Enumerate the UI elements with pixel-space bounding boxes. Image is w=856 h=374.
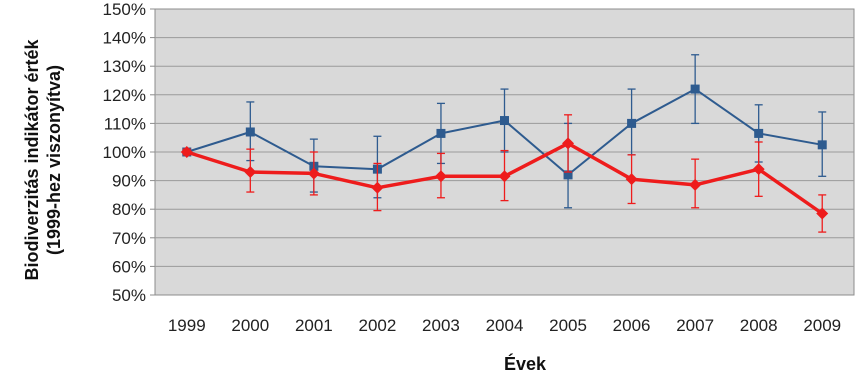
series-1-point <box>500 116 509 126</box>
x-tick-label: 2007 <box>676 316 714 335</box>
x-tick-label: 2000 <box>231 316 269 335</box>
x-tick-label: 2009 <box>803 316 841 335</box>
x-tick-label: 2005 <box>549 316 587 335</box>
x-tick-label: 2004 <box>486 316 524 335</box>
series-1-point <box>754 128 764 138</box>
y-tick-label: 110% <box>104 114 146 133</box>
x-tick-label: 1999 <box>168 316 206 335</box>
x-tick-label: 2003 <box>422 316 460 335</box>
series-1-point <box>627 118 637 128</box>
y-tick-label: 70% <box>112 229 146 248</box>
y-tick-label: 140% <box>103 29 146 48</box>
series-1-point <box>817 140 827 150</box>
series-1-point <box>563 170 573 180</box>
series-1-point <box>436 128 446 138</box>
x-tick-label: 2001 <box>295 316 333 335</box>
y-tick-label: 100% <box>103 143 146 162</box>
x-tick-label: 2006 <box>613 316 651 335</box>
series-2-point <box>625 173 638 186</box>
y-tick-label: 130% <box>103 57 146 76</box>
series-2-point <box>307 167 320 180</box>
series-2-point <box>562 137 575 150</box>
y-tick-label: 120% <box>103 86 146 105</box>
y-tick-label: 50% <box>112 286 146 305</box>
y-axis-title-line2: (1999-hez viszonyítva) <box>44 65 64 255</box>
y-tick-label: 150% <box>103 0 146 19</box>
y-tick-label: 60% <box>112 257 146 276</box>
series-2-point <box>816 207 829 220</box>
y-tick-label: 80% <box>112 200 146 219</box>
series-1-point <box>690 84 700 94</box>
series-2-point <box>371 181 384 194</box>
y-tick-label: 90% <box>112 172 146 191</box>
series-2-point <box>180 146 193 158</box>
series-2-point <box>244 166 257 179</box>
y-axis-title-line1: Biodiverzitás indikátor érték <box>22 38 42 280</box>
series-2-point <box>689 178 702 191</box>
x-tick-label: 2002 <box>358 316 396 335</box>
series-2-point <box>752 163 765 176</box>
series-1-point <box>245 127 255 137</box>
x-tick-label: 2008 <box>740 316 778 335</box>
series-2-point <box>498 170 511 183</box>
series-2-point <box>434 170 447 183</box>
x-axis-title: Évek <box>504 353 547 374</box>
